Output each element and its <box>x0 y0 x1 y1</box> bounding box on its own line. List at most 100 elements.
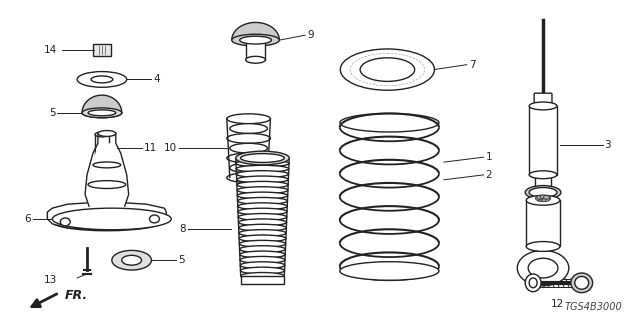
Ellipse shape <box>150 215 159 223</box>
Text: 8: 8 <box>180 224 186 234</box>
Ellipse shape <box>230 163 268 173</box>
Ellipse shape <box>227 173 271 183</box>
Ellipse shape <box>236 165 289 172</box>
Text: 13: 13 <box>44 275 58 285</box>
Polygon shape <box>85 143 129 206</box>
Ellipse shape <box>95 132 109 137</box>
Ellipse shape <box>88 110 116 116</box>
Ellipse shape <box>82 108 122 118</box>
Ellipse shape <box>95 159 109 164</box>
Ellipse shape <box>246 56 266 63</box>
Text: 1: 1 <box>486 152 492 162</box>
Ellipse shape <box>529 278 537 288</box>
Ellipse shape <box>238 208 287 215</box>
Ellipse shape <box>240 251 285 258</box>
Ellipse shape <box>529 171 557 179</box>
FancyBboxPatch shape <box>241 276 284 284</box>
Ellipse shape <box>540 195 546 199</box>
Ellipse shape <box>571 273 593 293</box>
Ellipse shape <box>239 240 285 247</box>
Ellipse shape <box>360 58 415 81</box>
FancyBboxPatch shape <box>529 106 557 175</box>
Ellipse shape <box>122 255 141 265</box>
Ellipse shape <box>526 242 560 252</box>
Ellipse shape <box>227 133 271 143</box>
Text: 4: 4 <box>154 75 160 84</box>
Text: 2: 2 <box>486 170 492 180</box>
Ellipse shape <box>241 273 284 279</box>
Ellipse shape <box>236 160 289 167</box>
Ellipse shape <box>91 76 113 83</box>
Ellipse shape <box>543 197 549 201</box>
Ellipse shape <box>241 154 284 163</box>
Ellipse shape <box>537 195 543 199</box>
Ellipse shape <box>340 114 439 132</box>
Ellipse shape <box>537 197 543 201</box>
Ellipse shape <box>525 274 541 292</box>
Ellipse shape <box>93 162 121 168</box>
Ellipse shape <box>82 108 122 118</box>
Text: 5: 5 <box>49 108 55 118</box>
Ellipse shape <box>545 196 551 200</box>
Ellipse shape <box>240 36 271 44</box>
Text: 12: 12 <box>551 300 564 309</box>
Ellipse shape <box>528 258 558 278</box>
Ellipse shape <box>529 188 557 197</box>
Text: TGS4B3000: TGS4B3000 <box>564 302 622 312</box>
Ellipse shape <box>575 276 589 289</box>
Ellipse shape <box>239 224 286 231</box>
Ellipse shape <box>52 213 161 231</box>
FancyBboxPatch shape <box>246 40 266 60</box>
Ellipse shape <box>237 197 287 204</box>
Polygon shape <box>82 95 122 113</box>
Ellipse shape <box>240 262 285 269</box>
Ellipse shape <box>239 230 286 236</box>
Ellipse shape <box>112 251 152 270</box>
Ellipse shape <box>227 114 271 124</box>
Ellipse shape <box>529 102 557 110</box>
Ellipse shape <box>535 196 541 200</box>
Ellipse shape <box>241 267 285 274</box>
Ellipse shape <box>239 219 287 226</box>
Ellipse shape <box>88 180 125 188</box>
Ellipse shape <box>237 181 288 188</box>
Text: 11: 11 <box>143 143 157 153</box>
Ellipse shape <box>526 196 560 205</box>
Ellipse shape <box>236 171 289 178</box>
Text: 7: 7 <box>468 60 476 70</box>
Ellipse shape <box>227 153 271 163</box>
Ellipse shape <box>525 186 561 199</box>
Text: 3: 3 <box>605 140 611 150</box>
FancyBboxPatch shape <box>534 93 552 107</box>
Ellipse shape <box>52 208 172 230</box>
Ellipse shape <box>238 203 287 210</box>
FancyBboxPatch shape <box>93 44 111 56</box>
Text: 10: 10 <box>164 143 177 153</box>
Ellipse shape <box>230 143 268 153</box>
Ellipse shape <box>239 246 285 252</box>
Ellipse shape <box>60 218 70 226</box>
FancyBboxPatch shape <box>535 175 551 189</box>
Text: FR.: FR. <box>64 289 88 302</box>
Text: 6: 6 <box>24 214 31 224</box>
Ellipse shape <box>237 192 288 199</box>
Ellipse shape <box>77 72 127 87</box>
Ellipse shape <box>517 251 569 286</box>
Ellipse shape <box>232 34 279 46</box>
Ellipse shape <box>236 151 289 165</box>
Text: 5: 5 <box>179 255 185 265</box>
Text: 9: 9 <box>307 30 314 40</box>
FancyBboxPatch shape <box>95 134 109 162</box>
Ellipse shape <box>240 256 285 263</box>
Ellipse shape <box>540 198 546 202</box>
Ellipse shape <box>340 49 435 90</box>
Ellipse shape <box>230 124 268 133</box>
Polygon shape <box>47 202 166 230</box>
FancyBboxPatch shape <box>526 200 560 246</box>
Ellipse shape <box>237 176 289 183</box>
Ellipse shape <box>238 213 287 220</box>
Polygon shape <box>232 22 279 40</box>
Ellipse shape <box>543 195 549 199</box>
Ellipse shape <box>239 235 286 242</box>
Ellipse shape <box>237 187 288 194</box>
